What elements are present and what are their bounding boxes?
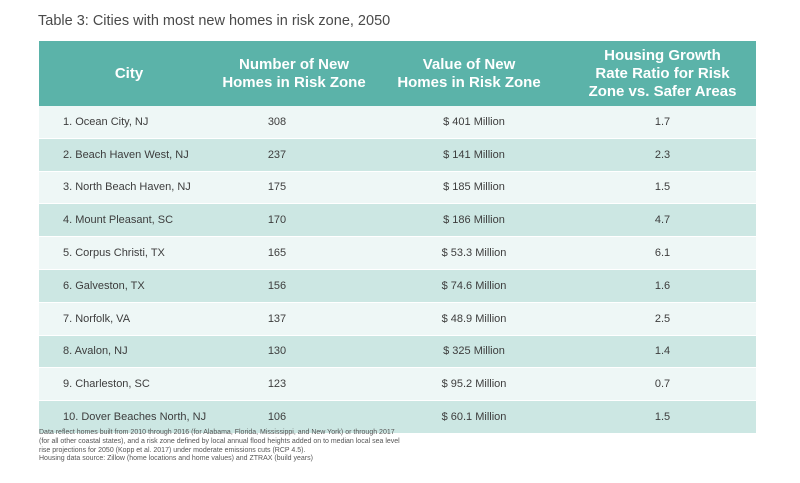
new-homes-count-cell: 308 (219, 106, 369, 139)
header-growth-rate-ratio: Housing Growth Rate Ratio for Risk Zone vs… (569, 41, 756, 106)
city-cell: 10. Dover Beaches North, NJ (39, 400, 219, 434)
growth-ratio-cell: 0.7 (569, 367, 756, 402)
table-row: 10. Dover Beaches North, NJ 106 $ 60.1 Mil… (39, 400, 756, 434)
table-row: 6. Galveston, TX 156 $ 74.6 Million 1.6 (39, 269, 756, 303)
city-cell: 8. Avalon, NJ (39, 335, 219, 369)
new-homes-value-cell: $ 185 Million (369, 171, 569, 205)
new-homes-count-cell: 106 (219, 400, 369, 434)
city-cell: 4. Mount Pleasant, SC (39, 203, 219, 238)
new-homes-count-cell: 165 (219, 236, 369, 270)
table-row: 9. Charleston, SC 123 $ 95.2 Million 0.7 (39, 367, 756, 402)
growth-ratio-cell: 1.5 (569, 171, 756, 205)
city-cell: 1. Ocean City, NJ (39, 106, 219, 139)
header-line: Housing Growth (604, 46, 721, 64)
new-homes-count-cell: 123 (219, 367, 369, 402)
footnote-line: Housing data source: Zillow (home locati… (39, 455, 313, 463)
table-row: 7. Norfolk, VA 137 $ 48.9 Million 2.5 (39, 302, 756, 336)
new-homes-value-cell: $ 74.6 Million (369, 269, 569, 303)
city-cell: 2. Beach Haven West, NJ (39, 138, 219, 172)
new-homes-value-cell: $ 325 Million (369, 335, 569, 369)
growth-ratio-cell: 6.1 (569, 236, 756, 270)
table-row: 2. Beach Haven West, NJ 237 $ 141 Million 2… (39, 138, 756, 172)
city-cell: 3. North Beach Haven, NJ (39, 171, 219, 205)
new-homes-value-cell: $ 401 Million (369, 106, 569, 139)
header-line: Zone vs. Safer Areas (588, 82, 737, 100)
footnotes: Data reflect homes built from 2010 throu… (39, 429, 479, 464)
header-city: City (39, 41, 219, 106)
new-homes-value-cell: $ 95.2 Million (369, 367, 569, 402)
table-body: 1. Ocean City, NJ 308 $ 401 Million 1.7 2. B… (39, 106, 756, 434)
growth-ratio-cell: 2.3 (569, 138, 756, 172)
growth-ratio-cell: 1.4 (569, 335, 756, 369)
growth-ratio-cell: 2.5 (569, 302, 756, 336)
new-homes-value-cell: $ 60.1 Million (369, 400, 569, 434)
table-row: 1. Ocean City, NJ 308 $ 401 Million 1.7 (39, 106, 756, 139)
header-line: City (114, 64, 144, 82)
footnote-line: (for all other coastal states), and a ri… (39, 437, 400, 445)
header-line: Homes in Risk Zone (397, 73, 541, 91)
city-cell: 5. Corpus Christi, TX (39, 236, 219, 270)
city-cell: 6. Galveston, TX (39, 269, 219, 303)
footnote-line: Data reflect homes built from 2010 throu… (39, 429, 395, 436)
growth-ratio-cell: 1.6 (569, 269, 756, 303)
header-line: Number of New (238, 55, 349, 73)
table-title: Table 3: Cities with most new homes in r… (38, 13, 391, 29)
new-homes-count-cell: 130 (219, 335, 369, 369)
table-row: 3. North Beach Haven, NJ 175 $ 185 Million… (39, 171, 756, 205)
growth-ratio-cell: 1.7 (569, 106, 756, 139)
new-homes-value-cell: $ 141 Million (369, 138, 569, 172)
new-homes-count-cell: 137 (219, 302, 369, 336)
new-homes-count-cell: 170 (219, 203, 369, 238)
new-homes-value-cell: $ 53.3 Million (369, 236, 569, 270)
table-row: 4. Mount Pleasant, SC 170 $ 186 Million 4.7 (39, 203, 756, 238)
header-row: City Number of New Homes in Risk Zone Value… (39, 41, 756, 106)
new-homes-count-cell: 175 (219, 171, 369, 205)
new-homes-count-cell: 156 (219, 269, 369, 303)
growth-ratio-cell: 1.5 (569, 400, 756, 434)
header-line: Homes in Risk Zone (222, 73, 366, 91)
footnote-line: rise projections for 2050 (Kopp et al. 2… (39, 446, 306, 454)
new-homes-value-cell: $ 48.9 Million (369, 302, 569, 336)
header-number-new-homes: Number of New Homes in Risk Zone (219, 41, 369, 106)
header-line: Rate Ratio for Risk (595, 64, 730, 82)
cities-table: City Number of New Homes in Risk Zone Value… (39, 41, 756, 434)
header-line: Value of New (422, 55, 516, 73)
new-homes-value-cell: $ 186 Million (369, 203, 569, 238)
city-cell: 7. Norfolk, VA (39, 302, 219, 336)
new-homes-count-cell: 237 (219, 138, 369, 172)
header-value-new-homes: Value of New Homes in Risk Zone (369, 41, 569, 106)
city-cell: 9. Charleston, SC (39, 367, 219, 402)
table-row: 8. Avalon, NJ 130 $ 325 Million 1.4 (39, 335, 756, 369)
growth-ratio-cell: 4.7 (569, 203, 756, 238)
table-row: 5. Corpus Christi, TX 165 $ 53.3 Million 6.… (39, 236, 756, 270)
